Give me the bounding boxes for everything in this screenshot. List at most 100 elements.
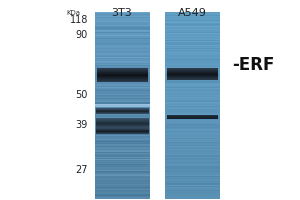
Bar (165, 68, 220, 69)
Bar (96, 131, 149, 132)
Bar (95, 36, 150, 38)
Text: -ERF: -ERF (232, 56, 274, 74)
Bar (95, 125, 150, 126)
Bar (95, 167, 150, 169)
Bar (97, 81, 148, 82)
Bar (165, 71, 220, 72)
Bar (95, 72, 150, 74)
Bar (96, 125, 149, 126)
Bar (165, 59, 220, 61)
Bar (95, 43, 150, 44)
Bar (165, 98, 220, 99)
Bar (165, 87, 220, 89)
Bar (97, 80, 148, 81)
Bar (95, 183, 150, 185)
Bar (95, 99, 150, 101)
Bar (95, 98, 150, 100)
Bar (165, 86, 220, 88)
Bar (96, 110, 149, 111)
Bar (165, 186, 220, 187)
Bar (95, 80, 150, 81)
Bar (95, 136, 150, 137)
Text: KDa: KDa (66, 10, 80, 16)
Bar (96, 130, 149, 131)
Bar (97, 77, 148, 78)
Bar (165, 72, 220, 74)
Bar (95, 33, 150, 35)
Bar (165, 123, 220, 124)
Bar (96, 112, 149, 113)
Bar (95, 48, 150, 50)
Bar (95, 24, 150, 26)
Bar (97, 75, 148, 76)
Bar (165, 196, 220, 198)
Bar (96, 124, 149, 125)
Bar (95, 168, 150, 170)
Bar (95, 140, 150, 142)
Bar (97, 78, 148, 79)
Bar (95, 66, 150, 67)
Bar (165, 69, 220, 70)
Bar (95, 119, 150, 120)
Bar (95, 103, 150, 105)
Bar (95, 186, 150, 187)
Bar (165, 139, 220, 141)
Bar (165, 141, 220, 143)
Bar (96, 123, 149, 124)
Bar (95, 112, 150, 113)
Bar (165, 66, 220, 67)
Bar (95, 86, 150, 88)
Bar (165, 61, 220, 63)
Bar (167, 116, 218, 117)
Bar (165, 175, 220, 176)
Bar (95, 132, 150, 133)
Bar (95, 139, 150, 141)
Bar (95, 44, 150, 45)
Bar (165, 40, 220, 41)
Bar (165, 163, 220, 164)
Bar (165, 127, 220, 129)
Bar (165, 162, 220, 163)
Bar (96, 113, 149, 114)
Bar (95, 138, 150, 139)
Bar (167, 115, 218, 116)
Bar (165, 96, 220, 97)
Bar (95, 179, 150, 181)
Bar (97, 68, 148, 69)
Bar (95, 38, 150, 39)
Bar (95, 91, 150, 92)
Bar (95, 53, 150, 54)
Bar (165, 156, 220, 158)
Bar (165, 45, 220, 47)
Bar (95, 166, 150, 168)
Bar (165, 167, 220, 169)
Bar (95, 52, 150, 53)
Bar (96, 121, 149, 122)
Bar (165, 181, 220, 183)
Bar (95, 170, 150, 172)
Bar (167, 74, 218, 75)
Bar (95, 75, 150, 77)
Bar (165, 191, 220, 193)
Bar (95, 187, 150, 188)
Bar (95, 17, 150, 18)
Bar (165, 95, 220, 96)
Bar (165, 159, 220, 160)
Bar (95, 88, 150, 90)
Bar (96, 126, 149, 127)
Bar (95, 108, 150, 109)
Bar (165, 17, 220, 18)
Bar (95, 169, 150, 171)
Bar (165, 48, 220, 50)
Bar (165, 47, 220, 49)
Bar (165, 147, 220, 148)
Bar (96, 128, 149, 129)
Bar (95, 19, 150, 20)
Bar (167, 75, 218, 76)
Bar (165, 168, 220, 170)
Bar (95, 124, 150, 125)
Bar (165, 65, 220, 66)
Bar (165, 114, 220, 116)
Bar (95, 123, 150, 124)
Text: 27: 27 (76, 165, 88, 175)
